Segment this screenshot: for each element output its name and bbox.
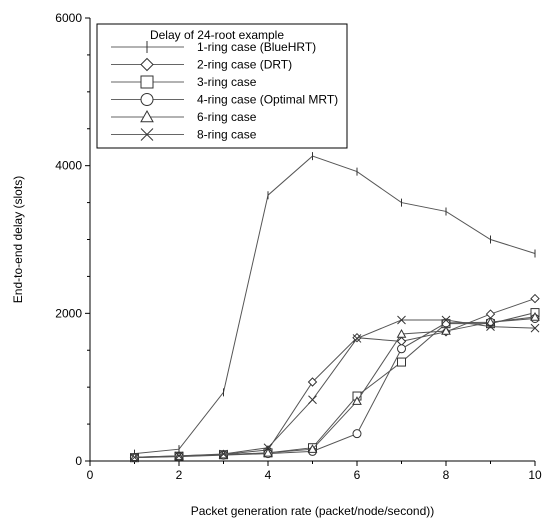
- square-marker-shape: [140, 75, 154, 89]
- data-point: [530, 311, 540, 321]
- x-marker-part: [308, 395, 317, 405]
- legend-item: 8-ring case: [111, 128, 257, 142]
- data-point: [308, 395, 317, 405]
- legend-label: 3-ring case: [197, 75, 257, 89]
- circle-marker-shape: [352, 429, 362, 439]
- data-point: [263, 443, 273, 453]
- triangle-marker-shape: [263, 447, 273, 457]
- data-point: [130, 452, 139, 462]
- legend-item: 6-ring case: [111, 109, 257, 124]
- x-tick-label: 0: [87, 468, 94, 482]
- x-marker-part: [219, 449, 228, 459]
- y-tick-label: 6000: [55, 11, 82, 25]
- x-tick-label: 6: [354, 468, 361, 482]
- series-6-ring-case: [129, 311, 540, 462]
- legend-marker: [140, 93, 154, 106]
- data-point: [397, 357, 406, 367]
- data-point: [530, 323, 540, 333]
- x-marker-part: [441, 315, 451, 325]
- data-point: [352, 396, 362, 405]
- x-tick-label: 10: [528, 468, 542, 482]
- data-point: [396, 328, 407, 338]
- data-point: [530, 293, 540, 304]
- x-marker-part: [130, 452, 139, 462]
- x-marker-part: [140, 128, 154, 141]
- circle-marker-shape: [140, 93, 154, 106]
- legend-item: 1-ring case (BlueHRT): [111, 40, 316, 54]
- series-line: [134, 155, 536, 455]
- y-tick-label: 0: [75, 454, 82, 468]
- triangle-marker-shape: [140, 109, 154, 123]
- triangle-marker-shape: [530, 311, 540, 321]
- legend-item: 4-ring case (Optimal MRT): [111, 93, 338, 107]
- data-point: [263, 447, 273, 457]
- legend-label: 6-ring case: [197, 110, 257, 124]
- series-line: [134, 316, 536, 458]
- legend-label: 1-ring case (BlueHRT): [197, 40, 316, 54]
- triangle-marker-shape: [307, 444, 318, 453]
- data-point: [352, 429, 362, 439]
- x-marker-part: [486, 322, 495, 331]
- x-marker-part: [530, 323, 540, 333]
- x-axis-label: Packet generation rate (packet/node/seco…: [191, 504, 434, 518]
- data-point: [397, 344, 406, 354]
- legend-item: 2-ring case (DRT): [111, 58, 292, 72]
- triangle-marker-shape: [441, 326, 451, 335]
- legend-title: Delay of 24-root example: [150, 28, 284, 42]
- diamond-marker-shape: [307, 377, 318, 387]
- data-point: [441, 326, 451, 335]
- legend-box: [96, 23, 348, 149]
- legend-marker: [140, 75, 154, 89]
- diamond-marker-shape: [530, 293, 540, 304]
- data-point: [219, 449, 228, 459]
- x-tick-label: 4: [265, 468, 272, 482]
- legend: Delay of 24-root example 1-ring case (Bl…: [96, 23, 348, 149]
- data-point: [307, 444, 318, 453]
- data-point: [352, 334, 362, 343]
- legend-marker: [140, 109, 154, 123]
- data-point: [174, 451, 184, 461]
- series-8-ring-case: [130, 315, 540, 462]
- legend-label: 4-ring case (Optimal MRT): [197, 93, 338, 107]
- y-tick-label: 2000: [55, 306, 82, 320]
- data-point: [486, 322, 495, 331]
- legend-label: 8-ring case: [197, 128, 257, 142]
- diamond-marker-shape: [140, 57, 154, 72]
- y-axis-label: End-to-end delay (slots): [11, 176, 25, 303]
- x-marker-part: [397, 315, 406, 325]
- circle-marker-shape: [397, 344, 406, 354]
- legend-marker: [140, 128, 154, 141]
- x-marker-part: [174, 451, 184, 461]
- square-marker-shape: [397, 357, 406, 367]
- triangle-marker-shape: [396, 328, 407, 338]
- data-point: [307, 377, 318, 387]
- triangle-marker-shape: [352, 396, 362, 405]
- x-marker-part: [263, 443, 273, 453]
- y-tick-label: 4000: [55, 159, 82, 173]
- x-tick-label: 2: [176, 468, 183, 482]
- legend-label: 2-ring case (DRT): [197, 58, 292, 72]
- data-point: [485, 317, 496, 326]
- triangle-marker-shape: [485, 317, 496, 326]
- series-1-ring-case-bluehrt: [134, 152, 536, 458]
- legend-item: 3-ring case: [111, 75, 257, 89]
- data-point: [397, 315, 406, 325]
- series-group: [129, 152, 540, 463]
- series-line: [134, 319, 536, 458]
- x-tick-label: 8: [443, 468, 450, 482]
- x-marker-part: [352, 334, 362, 343]
- legend-marker: [140, 57, 154, 72]
- axes: 0 2 4 6 8 10 0 2000 4000 6000: [55, 11, 542, 482]
- data-point: [441, 315, 451, 325]
